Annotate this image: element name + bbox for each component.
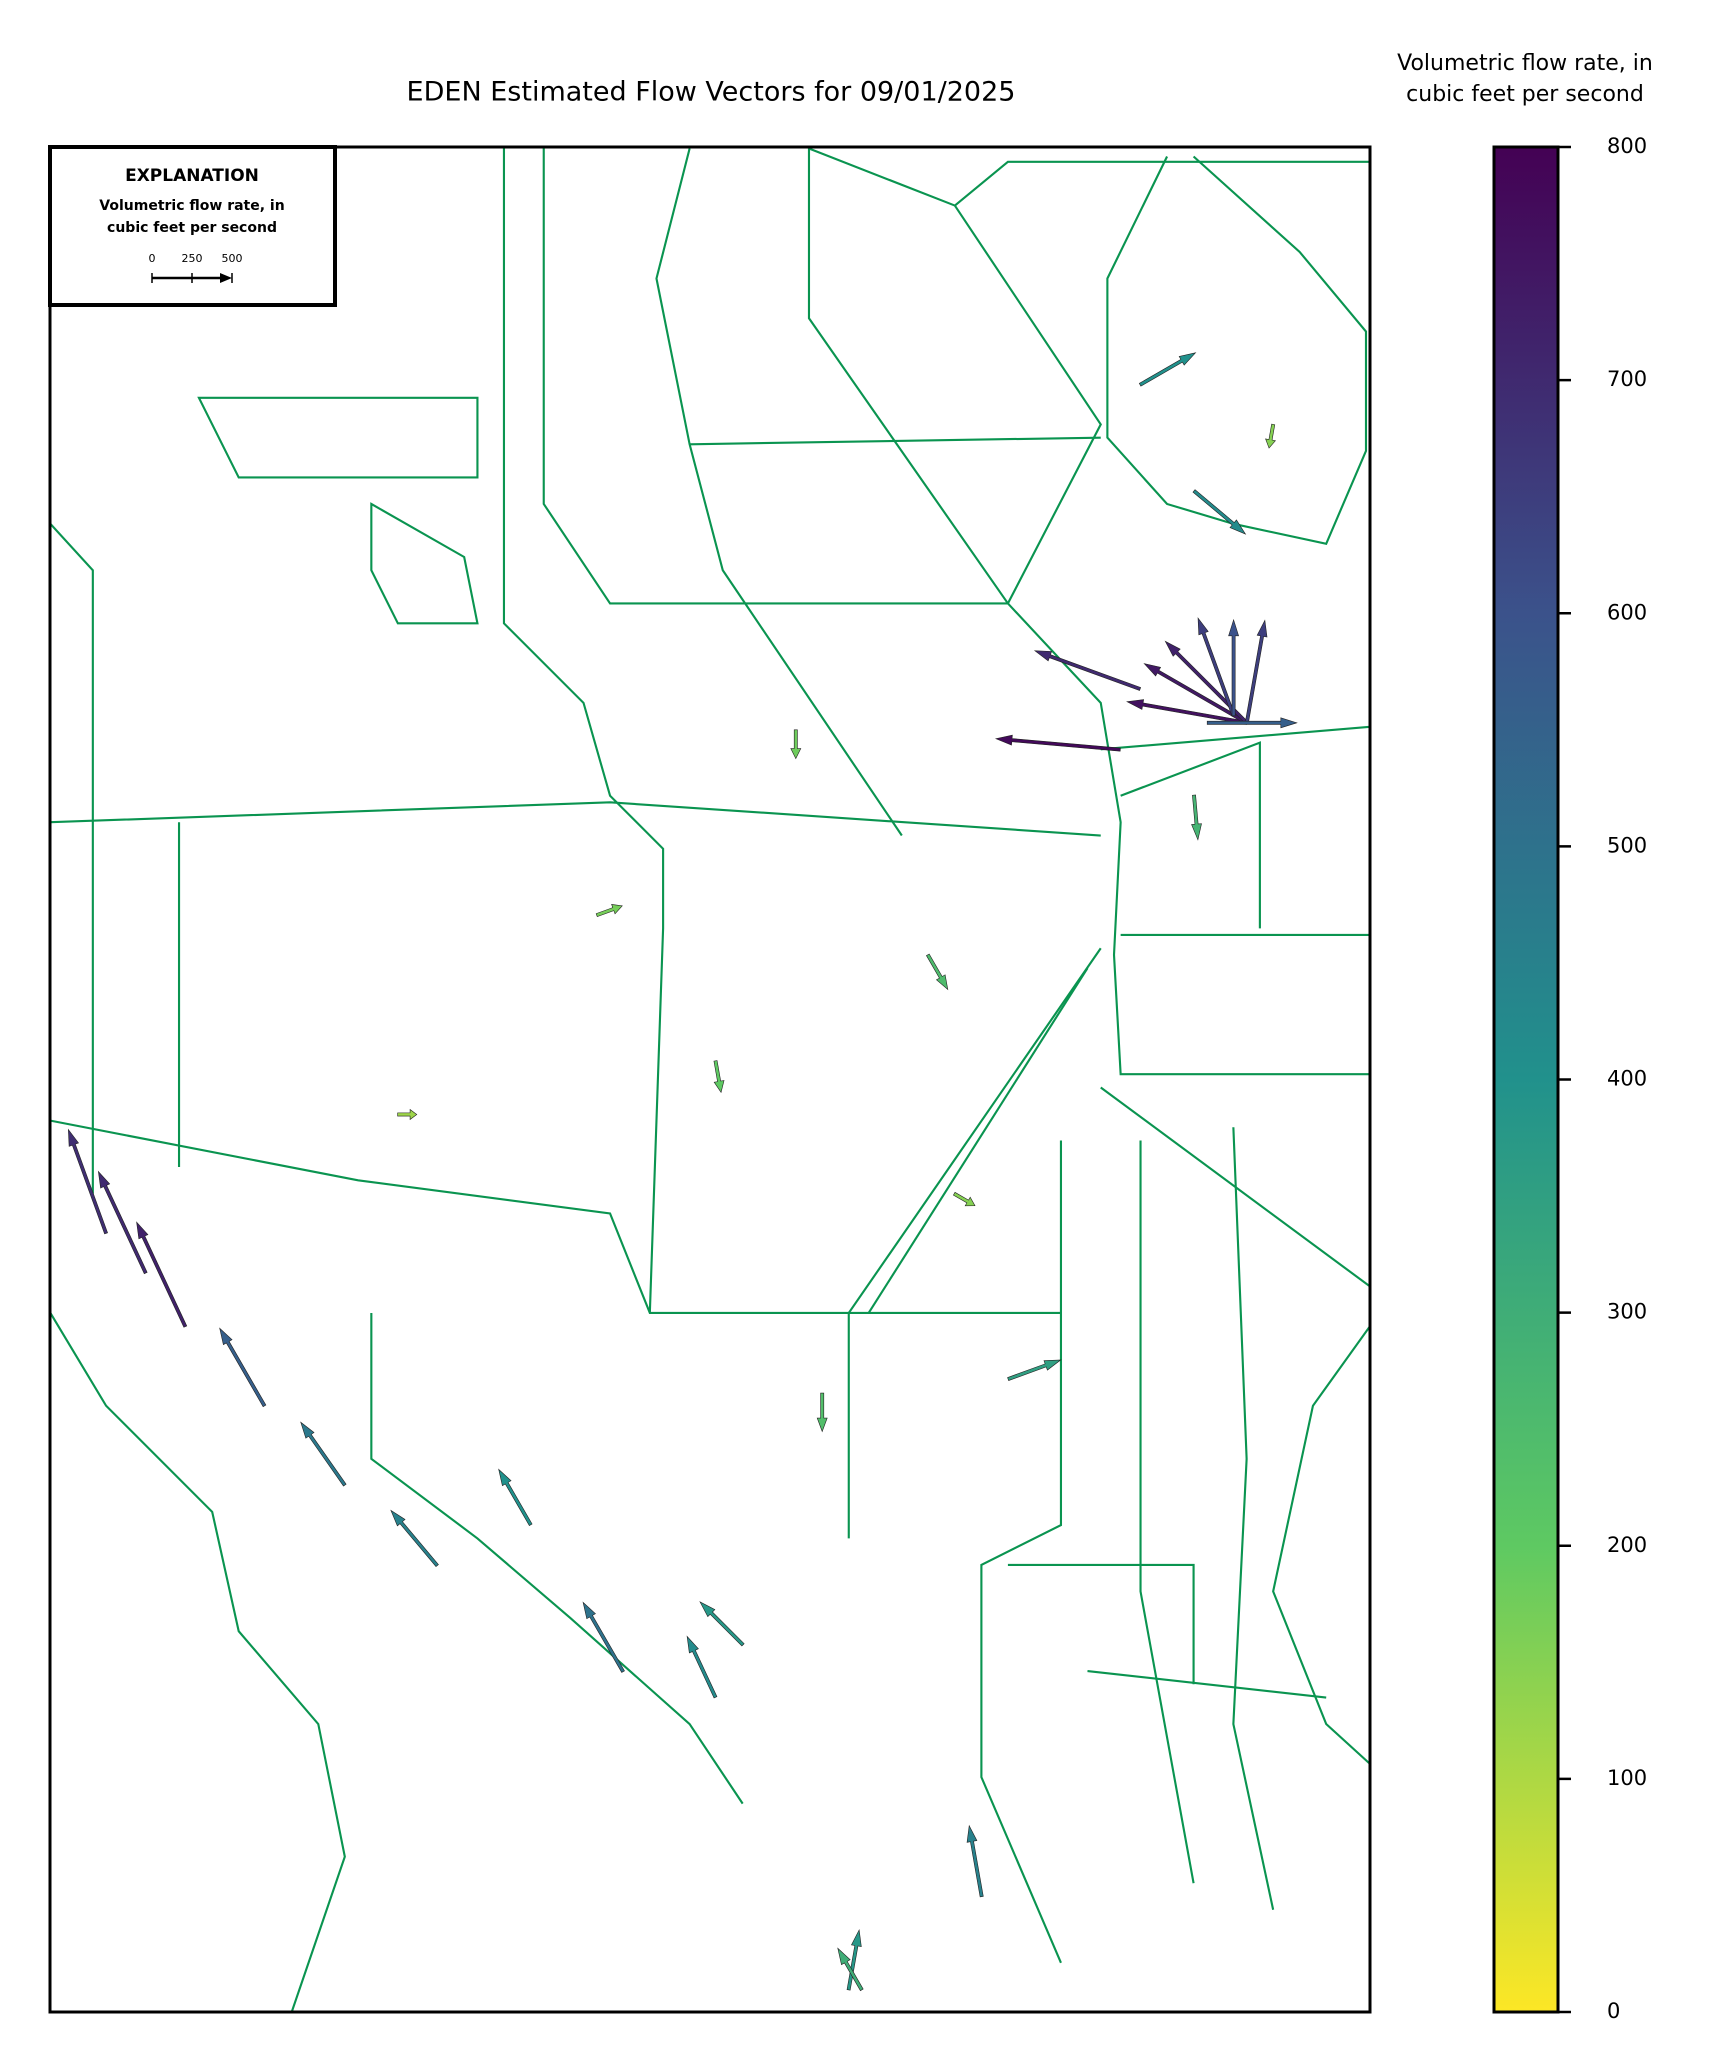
flow-vector	[498, 1468, 533, 1526]
flow-vector	[926, 953, 949, 991]
key-tick-label: 0	[149, 252, 156, 265]
flow-vector	[713, 1060, 725, 1094]
key-arrow: 0 250 500	[149, 252, 243, 283]
flow-vector	[966, 1824, 984, 1898]
key-tick-label: 250	[182, 252, 203, 265]
flow-vector	[1007, 1359, 1062, 1381]
flow-vector	[300, 1421, 347, 1487]
explanation-text: Volumetric flow rate, in	[99, 198, 284, 214]
flow-vector	[1265, 423, 1276, 449]
flow-vector	[1197, 617, 1236, 717]
explanation-text: cubic feet per second	[107, 220, 277, 236]
colorbar-tick-label: 300	[1607, 1300, 1647, 1324]
colorbar-label: cubic feet per second	[1406, 82, 1644, 107]
flow-vector	[136, 1221, 188, 1328]
flow-vector	[837, 1947, 864, 1992]
flow-vector	[1143, 663, 1249, 725]
flow-vector	[699, 1601, 745, 1647]
key-tick-label: 500	[222, 252, 243, 265]
flow-vector	[1192, 489, 1247, 535]
flow-vector	[1206, 717, 1298, 729]
colorbar-tick-label: 500	[1607, 833, 1647, 857]
flow-vector	[582, 1601, 625, 1673]
explanation-box: EXPLANATION Volumetric flow rate, in cub…	[48, 145, 337, 307]
flow-vector	[846, 1928, 862, 1991]
flow-vector	[390, 1509, 439, 1568]
flow-vector	[1191, 794, 1202, 841]
flow-vector	[1033, 650, 1142, 691]
flow-vector	[97, 1170, 148, 1275]
chart-title: EDEN Estimated Flow Vectors for 09/01/20…	[407, 77, 1016, 108]
flow-vector	[67, 1128, 108, 1235]
colorbar-tick-label: 0	[1607, 1999, 1620, 2023]
flow-vector	[1228, 618, 1240, 717]
flow-vector	[1244, 619, 1268, 724]
vector-layer	[67, 352, 1298, 1992]
explanation-title: EXPLANATION	[125, 166, 259, 186]
key-head	[220, 273, 232, 283]
canal-network	[50, 147, 1370, 2012]
colorbar-tick-label: 100	[1607, 1766, 1647, 1790]
flow-vector	[397, 1108, 418, 1121]
colorbar-tick-label: 700	[1607, 367, 1647, 391]
colorbar-label: Volumetric flow rate, in	[1397, 51, 1653, 76]
flow-vector	[816, 1392, 828, 1433]
flow-vector	[994, 734, 1121, 752]
colorbar-tick-label: 600	[1607, 600, 1647, 624]
flow-vector	[219, 1327, 267, 1408]
flow-vector	[790, 729, 802, 760]
flow-vector	[1138, 352, 1197, 387]
map-frame	[48, 145, 1372, 2014]
flow-vector	[595, 904, 623, 918]
colorbar-tick-label: 200	[1607, 1533, 1647, 1557]
colorbar-tick-label: 800	[1607, 134, 1647, 158]
colorbar-tick-label: 400	[1607, 1067, 1647, 1091]
colorbar	[1492, 145, 1560, 2014]
flow-vector	[686, 1635, 718, 1699]
flow-vector	[952, 1191, 976, 1207]
